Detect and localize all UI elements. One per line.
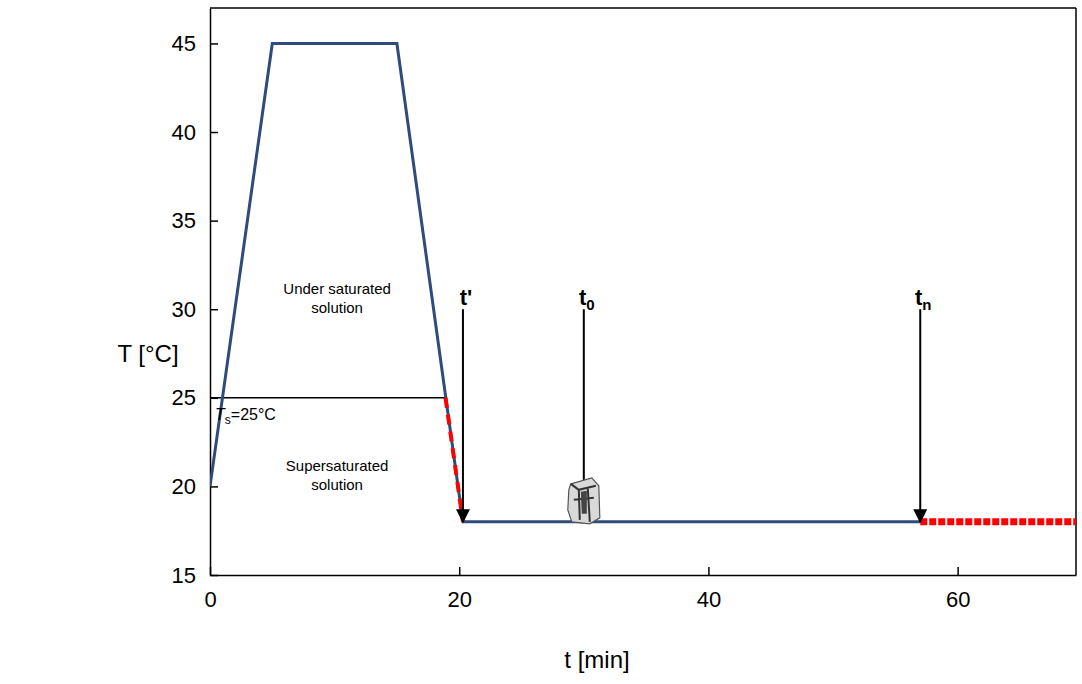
tick-mark — [708, 567, 710, 575]
tick: 30 — [172, 297, 218, 322]
frame-top — [210, 7, 1076, 9]
chart: 0 20 40 60 15 20 25 30 35 40 45 t [min] T [°C] t' t0 tn… — [0, 0, 1082, 684]
crystal-body — [568, 478, 600, 524]
tick-mark — [210, 132, 218, 134]
plot-area — [210, 43, 1076, 521]
series-line — [446, 398, 463, 522]
series-line — [210, 43, 920, 521]
crystal-facets — [571, 484, 596, 522]
time-marker-label: t0 — [579, 285, 595, 313]
crystal-shade — [581, 491, 587, 514]
tick-label: 40 — [172, 120, 196, 145]
tick-mark — [210, 309, 218, 311]
tick-label: 45 — [172, 31, 196, 56]
axis-line — [211, 575, 1077, 577]
tick-mark — [210, 575, 218, 577]
tick-label: 25 — [172, 385, 196, 410]
tick-label: 35 — [172, 208, 196, 233]
x-axis: 0 20 40 60 — [204, 567, 1076, 612]
frame-right — [1075, 8, 1077, 575]
tick: 40 — [697, 567, 721, 612]
time-marker-label: tn — [915, 285, 932, 313]
tick: 20 — [447, 567, 471, 612]
y-axis: 15 20 25 30 35 40 45 — [172, 9, 218, 588]
tick-label: 15 — [172, 563, 196, 588]
time-marker-label: t' — [460, 285, 473, 310]
time-marker-arrow — [462, 309, 464, 522]
tick-label: 0 — [204, 587, 216, 612]
tick-mark — [210, 220, 218, 222]
y-axis-title: T [°C] — [117, 340, 178, 367]
annotation: Supersaturatedsolution — [286, 457, 389, 493]
crystal — [568, 478, 600, 524]
tick: 40 — [172, 120, 218, 145]
axis-line — [210, 9, 212, 576]
x-axis-title: t [min] — [564, 646, 629, 673]
tick-label: 60 — [946, 587, 970, 612]
tick-label: 30 — [172, 297, 196, 322]
time-marker-arrow — [919, 309, 921, 522]
tick-mark — [957, 567, 959, 575]
tick-mark — [459, 567, 461, 575]
tick-label: 40 — [697, 587, 721, 612]
tick: 45 — [172, 31, 218, 56]
series-line — [920, 518, 1076, 525]
reference-line — [210, 397, 446, 399]
tick: 15 — [172, 563, 218, 588]
tick-label: 20 — [172, 474, 196, 499]
reference-label: Ts=25°C — [215, 406, 276, 427]
tick-label: 20 — [447, 587, 471, 612]
tick: 60 — [946, 567, 970, 612]
tick-mark — [210, 43, 218, 45]
tick: 35 — [172, 208, 218, 233]
annotation: Under saturatedsolution — [283, 280, 391, 316]
time-markers: t' t0 tn — [460, 285, 932, 522]
